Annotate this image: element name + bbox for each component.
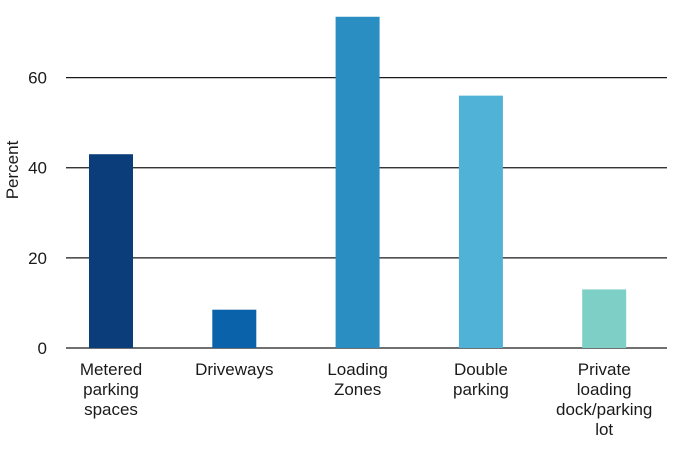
y-axis-title: Percent xyxy=(3,140,22,199)
bar xyxy=(582,289,627,348)
x-category-label-line: dock/parking xyxy=(556,400,652,419)
x-category-label-line: Private xyxy=(578,360,631,379)
bar xyxy=(458,95,503,348)
bar xyxy=(335,16,380,348)
y-tick-label: 0 xyxy=(38,339,47,358)
x-category-label-line: parking xyxy=(83,380,139,399)
bar xyxy=(89,154,133,348)
x-category-label-line: parking xyxy=(453,380,509,399)
x-category-label-line: spaces xyxy=(84,400,138,419)
x-category-label: Double parking xyxy=(453,360,509,399)
x-category-label-line: Zones xyxy=(334,380,381,399)
x-category-label-line: Double xyxy=(454,360,508,379)
x-category-label: Metered parking spaces xyxy=(80,360,142,419)
x-category-label: Loading Zones xyxy=(327,360,388,399)
x-category-label-line: lot xyxy=(595,420,613,439)
bars xyxy=(89,16,627,348)
x-category-label-line: Driveways xyxy=(195,360,273,379)
x-category-label-line: Metered xyxy=(80,360,142,379)
x-category-label: Driveways xyxy=(195,360,273,379)
y-tick-label: 40 xyxy=(28,159,47,178)
bar xyxy=(212,309,257,348)
y-tick-labels: 0 20 40 60 xyxy=(28,69,47,358)
y-tick-label: 60 xyxy=(28,69,47,88)
x-category-label: Private loading dock/parking lot xyxy=(556,360,652,439)
x-category-label-line: Loading xyxy=(327,360,388,379)
y-tick-label: 20 xyxy=(28,249,47,268)
x-category-label-line: loading xyxy=(577,380,632,399)
